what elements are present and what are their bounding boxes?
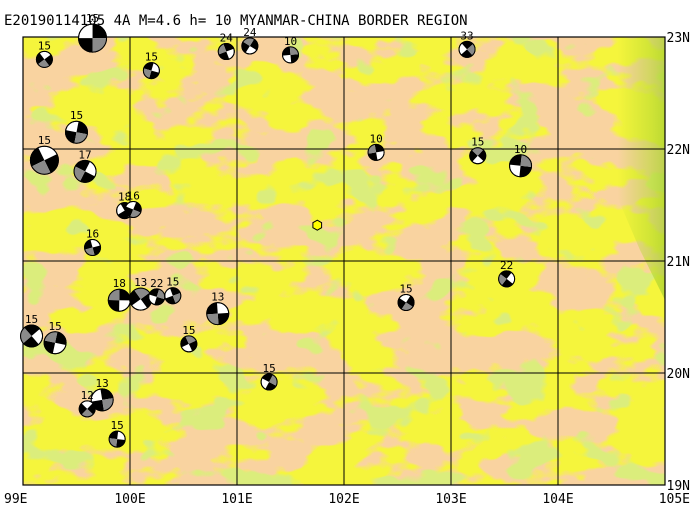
- mechanism-depth-label: 10: [514, 143, 527, 156]
- focal-mechanism-ball: 15: [142, 51, 160, 80]
- mechanism-depth-label: 18: [113, 277, 126, 290]
- focal-mechanism-ball: 15: [180, 324, 198, 353]
- mechanism-depth-label: 16: [127, 189, 140, 202]
- mechanism-depth-label: 22: [500, 259, 513, 272]
- focal-mechanism-ball: 15: [29, 134, 59, 175]
- focal-mechanism-ball: 15: [78, 12, 108, 53]
- focal-mechanism-ball: 15: [20, 313, 44, 348]
- focal-mechanism-ball: 24: [217, 32, 235, 61]
- mechanism-depth-label: 15: [70, 109, 83, 122]
- focal-mechanism-ball: 13: [90, 377, 114, 412]
- lon-tick-label: 104E: [542, 492, 573, 507]
- focal-mechanism-ball: 15: [397, 282, 415, 311]
- mechanism-depth-label: 18: [118, 191, 131, 204]
- lon-tick-label: 102E: [328, 492, 359, 507]
- epicenter: [312, 219, 323, 231]
- mechanism-depth-label: 15: [262, 362, 275, 375]
- focal-mechanism-ball: 15: [108, 419, 126, 448]
- lon-tick-label: 105E: [659, 492, 690, 507]
- focal-mechanism-ball: 15: [260, 362, 278, 391]
- latitude-labels: 23N 22N 21N 20N 19N: [667, 31, 690, 494]
- lon-tick-label: 101E: [221, 492, 252, 507]
- lon-tick-label: 99E: [4, 492, 27, 507]
- lat-tick-label: 22N: [667, 143, 690, 158]
- lat-tick-label: 21N: [667, 255, 690, 270]
- mechanism-depth-label: 13: [211, 291, 224, 304]
- mechanism-depth-label: 12: [81, 389, 94, 402]
- focal-mechanism-ball: 15: [35, 39, 53, 68]
- mechanism-depth-label: 15: [38, 39, 51, 52]
- focal-mechanism-ball: 12: [78, 389, 96, 418]
- epicenter-hexagon: [312, 219, 323, 231]
- lon-tick-label: 103E: [435, 492, 466, 507]
- lat-lon-grid: [23, 37, 665, 485]
- focal-mechanism-ball: 24: [241, 26, 259, 55]
- focal-mechanism-ball: 17: [73, 148, 97, 183]
- focal-mechanism-ball: 13: [206, 291, 230, 326]
- mechanism-depth-label: 15: [399, 282, 412, 295]
- mechanism-depth-label: 24: [243, 26, 257, 39]
- focal-mechanism-ball: 16: [84, 228, 102, 257]
- map-frame: [22, 36, 666, 486]
- focal-mechanism-ball: 10: [509, 143, 533, 178]
- focal-mechanism-ball: 22: [498, 259, 516, 288]
- mechanism-depth-label: 15: [48, 320, 61, 333]
- focal-mechanism-ball: 10: [282, 35, 299, 64]
- longitude-labels: 99E 100E 101E 102E 103E 104E 105E: [4, 492, 690, 507]
- mechanism-depth-label: 15: [145, 51, 158, 64]
- lat-tick-label: 19N: [667, 479, 690, 494]
- mechanism-depth-label: 33: [460, 29, 473, 42]
- mechanism-depth-label: 10: [369, 132, 382, 145]
- focal-mechanism-ball: 15: [469, 136, 487, 165]
- lon-tick-label: 100E: [114, 492, 145, 507]
- focal-mechanism-ball: 22: [148, 277, 166, 306]
- lat-tick-label: 20N: [667, 367, 690, 382]
- focal-mechanism-ball: 18: [107, 277, 131, 312]
- mechanism-depth-label: 15: [38, 134, 51, 147]
- mechanism-depth-label: 15: [86, 12, 99, 25]
- focal-mechanism-ball: 15: [65, 109, 88, 144]
- focal-mechanism-ball: 10: [367, 132, 385, 161]
- map-title: E20190114105 4A M=4.6 h= 10 MYANMAR-CHIN…: [4, 13, 468, 29]
- mechanism-depth-label: 15: [166, 276, 179, 289]
- mechanism-depth-label: 15: [471, 136, 484, 149]
- mechanism-depth-label: 15: [111, 419, 124, 432]
- mechanism-depth-label: 17: [78, 148, 91, 161]
- mechanism-depth-label: 10: [284, 35, 297, 48]
- mechanism-depth-label: 13: [96, 377, 109, 390]
- mechanism-depth-label: 22: [150, 277, 163, 290]
- mechanism-depth-label: 24: [220, 32, 234, 45]
- focal-mechanism-ball: 33: [458, 29, 476, 58]
- focal-mechanism-ball: 15: [164, 276, 182, 305]
- mechanism-depth-label: 15: [182, 324, 195, 337]
- focal-mechanism-ball: 15: [43, 320, 67, 355]
- mechanism-depth-label: 16: [86, 228, 99, 241]
- mechanism-depth-label: 15: [25, 313, 38, 326]
- lat-tick-label: 23N: [667, 31, 690, 46]
- mechanism-depth-label: 13: [134, 276, 147, 289]
- focal-mechanism-ball: 16: [124, 189, 142, 218]
